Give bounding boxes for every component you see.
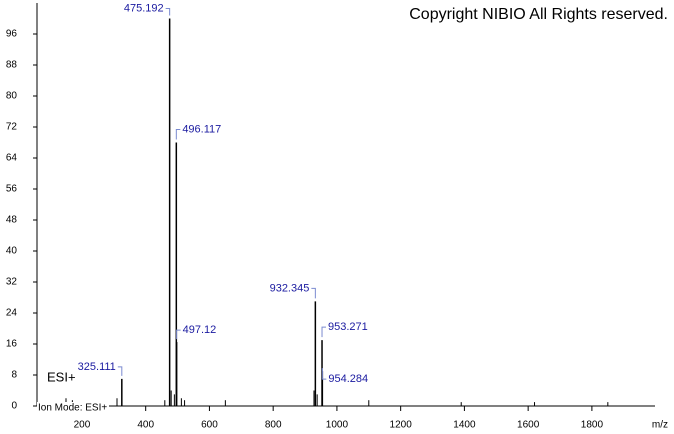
y-tick-label: 64	[6, 153, 18, 164]
mode-label: ESI+	[47, 369, 76, 384]
x-tick-label: 800	[265, 420, 282, 431]
y-tick-label: 32	[6, 277, 18, 288]
label-bracket	[176, 329, 181, 340]
x-tick-label: 400	[137, 420, 154, 431]
x-tick-label: 600	[201, 420, 218, 431]
y-tick-label: 40	[6, 246, 18, 257]
ion-mode-box	[37, 402, 109, 414]
x-tick-label: 1400	[453, 420, 476, 431]
y-tick-label: 16	[6, 339, 18, 350]
y-tick-label: 56	[6, 184, 18, 195]
peak-label: 954.284	[328, 373, 368, 385]
label-bracket	[117, 366, 123, 376]
peak-label: 497.12	[183, 324, 217, 336]
x-axis-label: m/z	[652, 420, 668, 431]
x-tick-label: 200	[74, 420, 91, 431]
y-tick-label: 80	[6, 91, 18, 102]
label-bracket	[321, 368, 327, 380]
peak-label: 475.192	[124, 2, 164, 14]
label-bracket	[175, 129, 181, 140]
peak-label: 496.117	[182, 123, 221, 135]
y-tick-label: 8	[11, 370, 17, 381]
x-tick-label: 1600	[517, 420, 540, 431]
y-tick-label: 24	[6, 308, 18, 319]
x-tick-label: 1200	[390, 420, 413, 431]
y-tick-label: 72	[6, 122, 18, 133]
x-tick-label: 1000	[326, 420, 349, 431]
label-bracket	[311, 287, 316, 299]
ion-mode: Ion Mode: ESI+	[38, 403, 107, 414]
copyright: Copyright NIBIO All Rights reserved.	[409, 6, 668, 23]
peak-label: 325.111	[78, 361, 116, 373]
peak-label: 932.345	[270, 282, 310, 294]
label-bracket	[165, 8, 171, 16]
label-bracket	[321, 326, 327, 338]
y-tick-label: 96	[6, 29, 18, 40]
y-tick-label: 0	[11, 401, 17, 412]
x-tick-label: 1800	[581, 420, 604, 431]
y-tick-label: 48	[6, 215, 18, 226]
peak-label: 953.271	[328, 321, 368, 333]
y-tick-label: 88	[6, 60, 18, 71]
